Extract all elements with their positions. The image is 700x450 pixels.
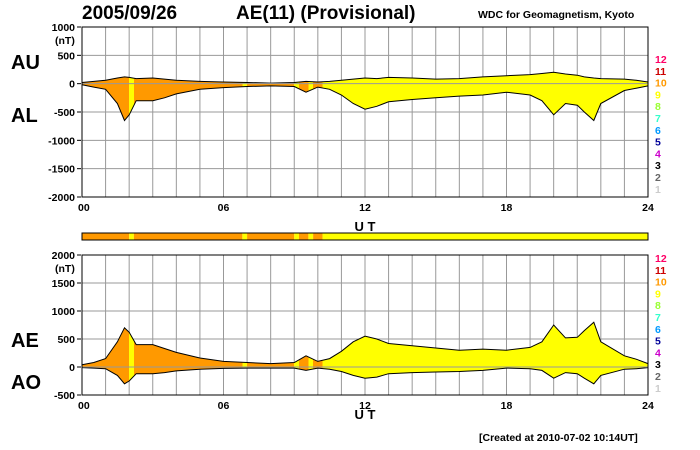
x-tick-label: 24 [642, 400, 654, 412]
x-tick-label: 12 [359, 202, 371, 214]
x-tick-label: 18 [501, 202, 513, 214]
activity-segment [298, 233, 309, 240]
y-tick-label: 0 [69, 362, 75, 374]
y-tick-label: 500 [57, 50, 75, 62]
y-tick-label: -500 [54, 390, 75, 402]
legend-level-6: 6 [655, 125, 661, 137]
activity-segment [129, 233, 134, 240]
plot-frame-1 [81, 26, 649, 198]
legend-level-4: 4 [655, 148, 661, 160]
source-label: WDC for Geomagnetism, Kyoto [478, 9, 635, 21]
legend-level-1: 1 [655, 383, 661, 395]
legend-level-5: 5 [655, 137, 661, 149]
series-line-al [81, 84, 649, 122]
activity-segment [322, 233, 648, 240]
activity-segment [294, 233, 299, 240]
legend-level-5: 5 [655, 336, 661, 348]
legend-level-8: 8 [655, 300, 661, 312]
y-tick-label: 2000 [52, 250, 76, 262]
activity-bar [81, 232, 649, 241]
y-tick-label: -2000 [48, 192, 75, 204]
legend-level-10: 10 [655, 78, 667, 90]
chart-title: AE(11) (Provisional) [236, 3, 416, 24]
legend-level-9: 9 [655, 288, 661, 300]
x-tick-label: 06 [218, 202, 230, 214]
x-tick-label: 00 [78, 202, 90, 214]
y-tick-label: -500 [54, 107, 75, 119]
grid-panel-1 [82, 27, 648, 197]
x-tick-label: 18 [501, 400, 513, 412]
legend-level-10: 10 [655, 277, 667, 289]
y-tick-label: 1000 [52, 306, 76, 318]
series-label-au: AU [11, 52, 40, 74]
activity-bar-frame [81, 232, 649, 241]
activity-segment [133, 233, 243, 240]
y-tick-label: -1000 [48, 135, 75, 147]
series-line-ao [81, 367, 649, 385]
series-label-ao: AO [11, 372, 41, 394]
legend-level-12: 12 [655, 54, 667, 66]
legend-level-12: 12 [655, 253, 667, 265]
legend-level-4: 4 [655, 347, 661, 359]
legend-level-9: 9 [655, 89, 661, 101]
y-tick-label: -1500 [48, 164, 75, 176]
activity-segment [313, 233, 323, 240]
y-tick-label: 1500 [52, 278, 76, 290]
x-tick-label: 06 [218, 400, 230, 412]
y-tick-label: 500 [57, 334, 75, 346]
legend-level-8: 8 [655, 101, 661, 113]
y-unit-label: (nT) [55, 263, 75, 275]
created-timestamp: [Created at 2010-07-02 10:14UT] [479, 432, 638, 444]
x-axis-label: U T [355, 407, 376, 422]
activity-segment [247, 233, 295, 240]
area-fill-1 [82, 72, 648, 121]
legend-level-2: 2 [655, 371, 661, 383]
plot-frame-2 [81, 254, 649, 396]
y-unit-label: (nT) [55, 35, 75, 47]
legend-level-7: 7 [655, 312, 661, 324]
series-line-au [81, 71, 649, 84]
legend-level-6: 6 [655, 324, 661, 336]
y-tick-label: 0 [69, 79, 75, 91]
legend-level-3: 3 [655, 160, 661, 172]
x-tick-label: 12 [359, 400, 371, 412]
series-label-al: AL [11, 105, 38, 127]
series-label-ae: AE [11, 330, 39, 352]
activity-segment [308, 233, 314, 240]
series-line-ae [81, 321, 649, 366]
legend-level-3: 3 [655, 359, 661, 371]
activity-segment [82, 233, 130, 240]
legend-level-1: 1 [655, 184, 661, 196]
legend-level-11: 11 [655, 265, 666, 277]
activity-segment [242, 233, 248, 240]
chart-date: 2005/09/26 [82, 3, 178, 24]
y-tick-label: 1000 [52, 22, 76, 34]
x-tick-label: 00 [78, 400, 90, 412]
x-tick-label: 24 [642, 202, 654, 214]
legend-level-11: 11 [655, 66, 666, 78]
x-axis-label: U T [355, 219, 376, 234]
legend-level-2: 2 [655, 172, 661, 184]
legend-level-7: 7 [655, 113, 661, 125]
